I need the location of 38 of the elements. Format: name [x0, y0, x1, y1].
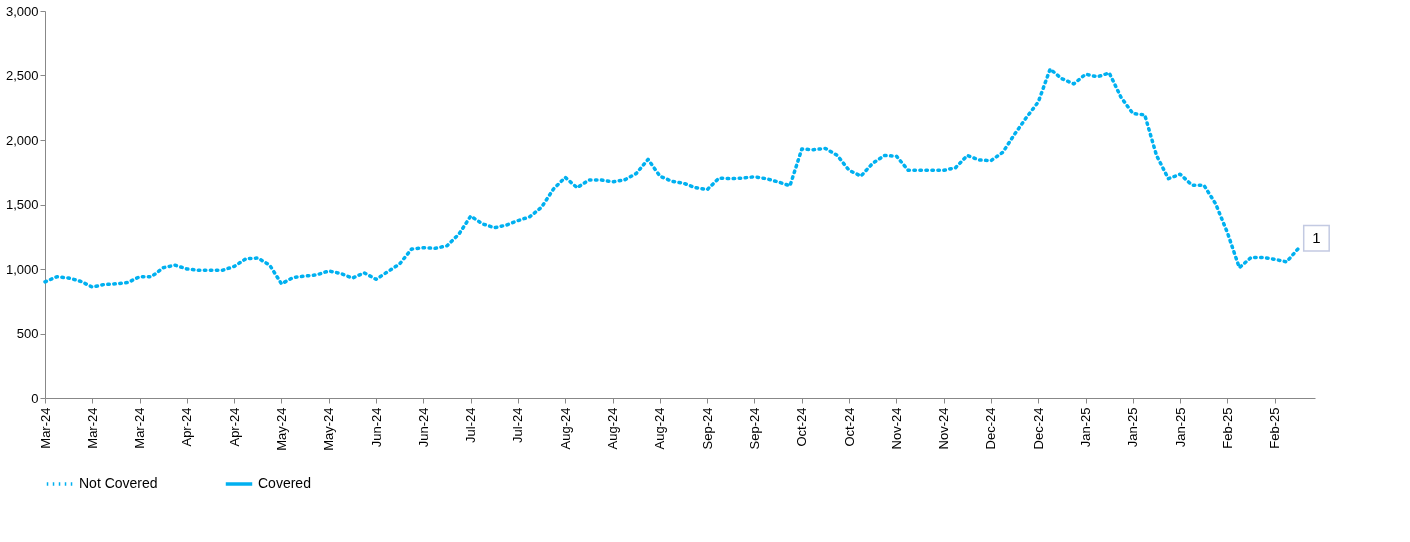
x-tick-label: Jan-25 [1078, 407, 1094, 448]
annotation: 1 [1312, 229, 1321, 247]
x-tick-label: Sep-24 [699, 407, 715, 450]
x-tick-label: Aug-24 [557, 407, 573, 450]
x-tick-label: Jan-25 [1125, 407, 1141, 448]
x-tick-label: Mar-24 [84, 407, 100, 449]
x-tick-label: Mar-24 [132, 407, 148, 449]
x-tick-label: Jul-24 [510, 407, 526, 443]
line-series [43, 67, 1301, 289]
x-tick-label: Apr-24 [226, 407, 242, 447]
y-tick-label: 2,500 [5, 68, 39, 83]
x-tick-label: Mar-24 [37, 407, 53, 449]
x-tick-label: Jun-24 [368, 407, 384, 448]
legend-label: Not Covered [79, 475, 158, 491]
legend-label: Covered [258, 475, 311, 491]
x-tick-label: Sep-24 [747, 407, 762, 450]
x-tick-label: Nov-24 [888, 407, 904, 450]
x-tick-label: May-24 [274, 407, 289, 451]
x-tick-label: Apr-24 [179, 407, 195, 447]
x-tick-label: Feb-25 [1267, 407, 1283, 449]
y-tick-label: 0 [31, 390, 39, 406]
x-tick-label: Oct-24 [794, 407, 810, 447]
y-tick-label: 2,000 [5, 132, 39, 148]
y-tick-label: 1,500 [5, 197, 39, 212]
x-tick-label: Jun-24 [415, 407, 431, 448]
x-tick-label: Aug-24 [652, 407, 668, 450]
x-tick-label: Dec-24 [1030, 407, 1046, 450]
x-tick-label: May-24 [321, 407, 337, 451]
x-tick-label: Nov-24 [936, 407, 952, 450]
x-tick-label: Aug-24 [605, 407, 621, 450]
y-tick-label: 500 [16, 326, 39, 341]
x-tick-label: Jul-24 [463, 407, 479, 443]
x-tick-label: Oct-24 [841, 407, 857, 447]
y-tick-label: 1,000 [5, 261, 39, 277]
x-tick-label: Jan-25 [1172, 407, 1188, 448]
x-tick-label: Dec-24 [983, 407, 999, 450]
x-tick-label: Feb-25 [1220, 407, 1235, 449]
y-tick-label: 3,000 [5, 3, 39, 19]
